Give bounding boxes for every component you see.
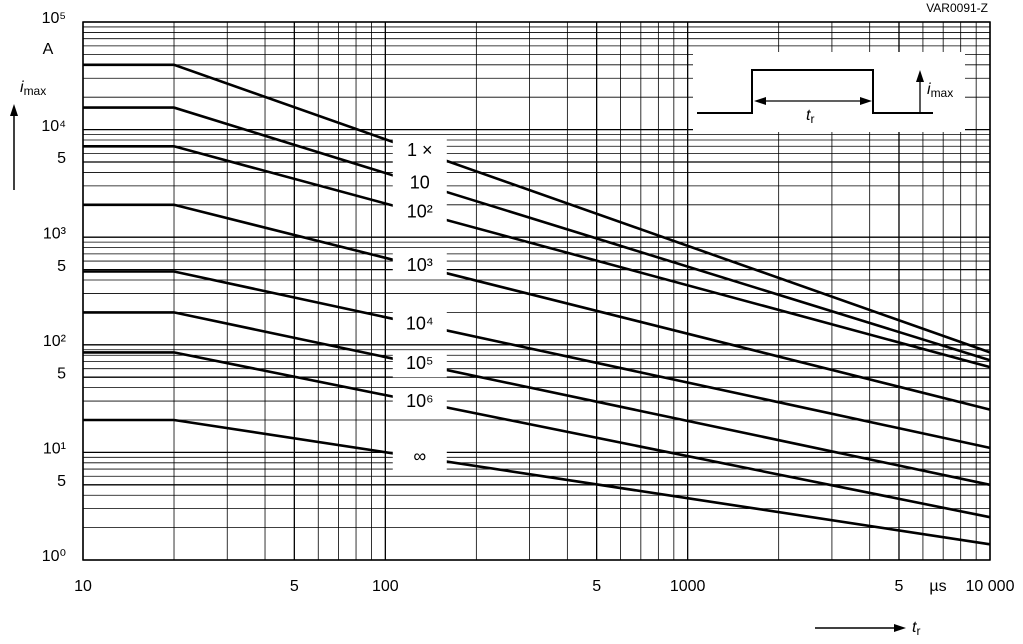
x-label-subscript: r <box>916 624 920 638</box>
label-background <box>392 389 447 416</box>
y-tick-label: 5 <box>57 258 66 275</box>
y-tick-label: 5 <box>57 150 66 167</box>
label-background <box>392 351 447 378</box>
curve <box>83 351 991 519</box>
inset-background <box>693 52 965 132</box>
x-tick-label: 100 <box>372 578 399 595</box>
curve <box>83 106 991 362</box>
y-label-symbol: i <box>20 79 24 96</box>
x-label-symbol: t <box>912 619 917 636</box>
curve <box>83 63 991 354</box>
curve <box>83 418 991 546</box>
x-tick-label: 5 <box>895 578 904 595</box>
figure-code: VAR0091-Z <box>926 1 988 15</box>
label-background <box>392 199 447 226</box>
curve-label: 10 <box>410 172 430 192</box>
label-background <box>392 138 447 165</box>
x-tick-label: 10 <box>74 578 92 595</box>
x-tick-label: 5 <box>592 578 601 595</box>
y-unit: A <box>43 41 54 58</box>
curve-label: 10³ <box>407 255 433 275</box>
y-tick-label: 10² <box>43 333 67 350</box>
arrow-head <box>754 97 766 105</box>
plot-frame <box>82 21 991 561</box>
inset-diagram: tr imax <box>693 52 965 132</box>
label-background <box>392 311 447 338</box>
curve-label: 10⁶ <box>406 391 433 411</box>
inset-current-symbol: i <box>927 81 931 98</box>
curve <box>83 311 991 487</box>
y-tick-label: 10⁰ <box>42 548 66 565</box>
x-tick-label: 1000 <box>670 578 706 595</box>
x-tick-label: 5 <box>290 578 299 595</box>
y-tick-label: 10⁵ <box>42 10 66 27</box>
inset-time-symbol: t <box>806 107 811 124</box>
curve-label: 10² <box>407 202 433 222</box>
inset-current-subscript: max <box>931 86 954 100</box>
y-tick-label: 5 <box>57 365 66 382</box>
curve <box>83 203 991 411</box>
y-label-subscript: max <box>24 84 47 98</box>
y-tick-label: 5 <box>57 473 66 490</box>
x-tick-label: 10 000 <box>966 578 1015 595</box>
label-background <box>392 253 447 280</box>
y-tick-label: 10³ <box>43 225 67 242</box>
arrow-head <box>860 97 872 105</box>
curve <box>83 145 991 369</box>
axis-arrows <box>10 104 906 632</box>
arrow-head <box>916 70 924 82</box>
curve-label: ∞ <box>413 446 426 466</box>
pulse-shape <box>697 69 933 114</box>
inset-time-label: tr <box>806 107 814 126</box>
x-unit: µs <box>929 578 946 595</box>
inset-time-subscript: r <box>810 112 814 126</box>
curve <box>83 270 991 450</box>
inset-current-label: imax <box>927 81 953 100</box>
y-tick-label: 10⁴ <box>41 118 66 135</box>
y-tick-label: 10¹ <box>43 441 66 458</box>
curve-label: 10⁴ <box>406 313 434 333</box>
y-axis-label: imax <box>20 79 46 98</box>
label-background <box>392 170 447 197</box>
x-axis-label: tr <box>912 619 920 638</box>
curve-label: 1 × <box>407 140 433 160</box>
label-background <box>392 444 447 471</box>
curve-label: 10⁵ <box>406 353 433 373</box>
